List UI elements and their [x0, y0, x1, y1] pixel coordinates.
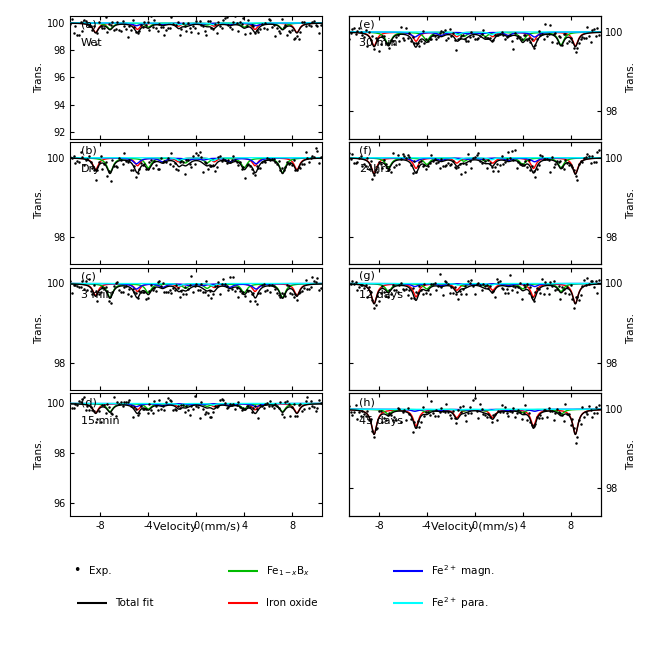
- Y-axis label: Trans.: Trans.: [34, 439, 44, 470]
- Text: Fe$^{2+}$ magn.: Fe$^{2+}$ magn.: [431, 563, 495, 579]
- Text: Velocity (mm/s): Velocity (mm/s): [152, 522, 240, 533]
- Y-axis label: Trans.: Trans.: [627, 313, 637, 344]
- Y-axis label: Trans.: Trans.: [627, 62, 637, 93]
- Text: Fe$_{1-x}$B$_x$: Fe$_{1-x}$B$_x$: [266, 564, 311, 578]
- Text: (e): (e): [359, 20, 374, 30]
- Y-axis label: Trans.: Trans.: [34, 313, 44, 344]
- Text: (d): (d): [81, 397, 97, 407]
- Text: (g): (g): [359, 272, 375, 281]
- Text: 45 days: 45 days: [359, 415, 403, 426]
- Text: (a): (a): [81, 20, 96, 30]
- Text: Velocity (mm/s): Velocity (mm/s): [431, 522, 519, 533]
- Text: 24hrs: 24hrs: [359, 164, 391, 174]
- Text: (b): (b): [81, 146, 96, 155]
- Text: Iron oxide: Iron oxide: [266, 598, 318, 608]
- Y-axis label: Trans.: Trans.: [627, 188, 637, 219]
- Text: 12 days: 12 days: [359, 290, 403, 300]
- Text: (h): (h): [359, 397, 375, 407]
- Text: Dry: Dry: [81, 164, 100, 174]
- Text: Wet: Wet: [81, 38, 102, 48]
- Text: 15 min: 15 min: [81, 415, 119, 426]
- Text: 3 min: 3 min: [81, 290, 112, 300]
- Text: (f): (f): [359, 146, 372, 155]
- Text: •: •: [74, 564, 81, 577]
- Y-axis label: Trans.: Trans.: [627, 439, 637, 470]
- Text: (c): (c): [81, 272, 95, 281]
- Text: Total fit: Total fit: [115, 598, 154, 608]
- Text: Fe$^{2+}$ para.: Fe$^{2+}$ para.: [431, 595, 488, 611]
- Y-axis label: Trans.: Trans.: [34, 188, 44, 219]
- Y-axis label: Trans.: Trans.: [34, 62, 44, 93]
- Text: Exp.: Exp.: [89, 566, 112, 576]
- Text: 30 min: 30 min: [359, 38, 398, 48]
